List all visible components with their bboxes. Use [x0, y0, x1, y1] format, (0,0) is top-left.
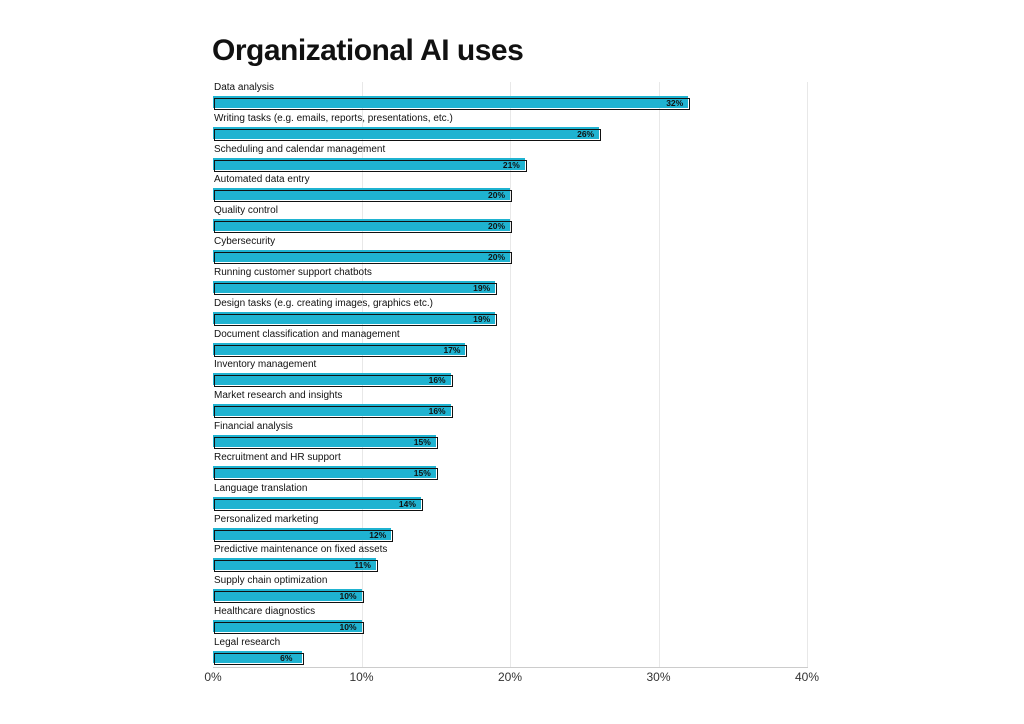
value-label: 20% — [488, 190, 506, 201]
category-label: Supply chain optimization — [214, 575, 328, 587]
category-label: Market research and insights — [214, 390, 343, 402]
category-label: Data analysis — [214, 82, 275, 93]
bar — [213, 404, 451, 417]
category-label: Healthcare diagnostics — [214, 606, 316, 618]
bar-outline — [214, 221, 512, 234]
bar-outline — [214, 282, 498, 295]
bar-outline — [214, 652, 305, 665]
category-label: Scheduling and calendar management — [214, 143, 386, 155]
bar — [213, 527, 392, 540]
category-label: Financial analysis — [214, 421, 293, 433]
x-tick-label: 40% — [794, 670, 820, 684]
bar-outline — [214, 375, 453, 388]
bar — [213, 311, 496, 324]
bar-outline — [214, 622, 364, 635]
bar — [213, 126, 600, 139]
bar-outline — [214, 467, 438, 480]
value-label: 17% — [443, 344, 461, 355]
gridline — [658, 82, 660, 667]
value-label: 16% — [428, 406, 446, 417]
bar-outline — [214, 252, 512, 265]
bar — [213, 280, 496, 293]
bar — [213, 589, 362, 602]
value-label: 21% — [502, 159, 520, 170]
bar-outline — [214, 159, 527, 172]
value-label: 20% — [488, 252, 506, 263]
category-label: Quality control — [214, 205, 278, 217]
category-label: Writing tasks (e.g. emails, reports, pre… — [214, 112, 453, 124]
value-label: 6% — [280, 652, 293, 663]
bar — [213, 650, 303, 663]
category-label: Legal research — [214, 636, 281, 648]
bar-outline — [214, 98, 691, 110]
category-label: Cybersecurity — [214, 236, 276, 248]
x-tick-label: 0% — [204, 670, 222, 684]
bar-outline — [214, 437, 438, 450]
value-label: 19% — [473, 313, 491, 324]
gridline — [510, 82, 511, 667]
chart-title: Organizational AI uses — [212, 34, 524, 67]
value-label: 12% — [369, 529, 387, 540]
value-label: 15% — [413, 437, 431, 448]
category-label: Personalized marketing — [214, 513, 319, 525]
bar-outline — [214, 529, 394, 542]
bar — [213, 157, 525, 170]
bar-outline — [214, 406, 453, 419]
bar — [213, 342, 466, 355]
category-label: Recruitment and HR support — [214, 451, 341, 463]
bar — [213, 435, 436, 448]
bar — [213, 620, 362, 633]
bar-outline — [214, 190, 512, 203]
x-tick-label: 30% — [646, 670, 671, 684]
category-label: Inventory management — [214, 359, 317, 371]
category-label: Automated data entry — [214, 174, 310, 186]
x-axis — [213, 667, 808, 668]
x-tick-label: 20% — [497, 670, 523, 684]
value-label: 19% — [473, 282, 491, 293]
value-label: 20% — [488, 221, 506, 232]
bar — [213, 250, 510, 263]
bar-outline — [214, 560, 379, 573]
bar — [213, 465, 436, 478]
value-label: 26% — [577, 128, 595, 139]
value-label: 10% — [339, 591, 357, 602]
value-label: 11% — [354, 560, 371, 571]
bar — [213, 373, 451, 386]
value-label: 15% — [413, 467, 431, 478]
value-label: 16% — [428, 375, 446, 386]
bar-outline — [214, 128, 602, 141]
bar — [213, 188, 510, 201]
bar-outline — [214, 344, 468, 357]
gridline — [807, 82, 808, 667]
bar — [213, 496, 421, 509]
bar — [213, 219, 510, 232]
value-label: 14% — [398, 498, 416, 509]
bar-outline — [214, 591, 364, 604]
category-label: Document classification and management — [214, 328, 400, 340]
category-label: Language translation — [214, 482, 308, 494]
bar-outline — [214, 498, 423, 511]
value-label: 32% — [666, 98, 684, 108]
x-tick-label: 10% — [349, 670, 374, 684]
bar — [213, 96, 689, 108]
bar-outline — [214, 313, 498, 326]
category-label: Design tasks (e.g. creating images, grap… — [214, 297, 433, 309]
value-label: 10% — [339, 622, 357, 633]
category-label: Running customer support chatbots — [214, 266, 372, 278]
category-label: Predictive maintenance on fixed assets — [214, 544, 388, 556]
bar — [213, 558, 377, 571]
